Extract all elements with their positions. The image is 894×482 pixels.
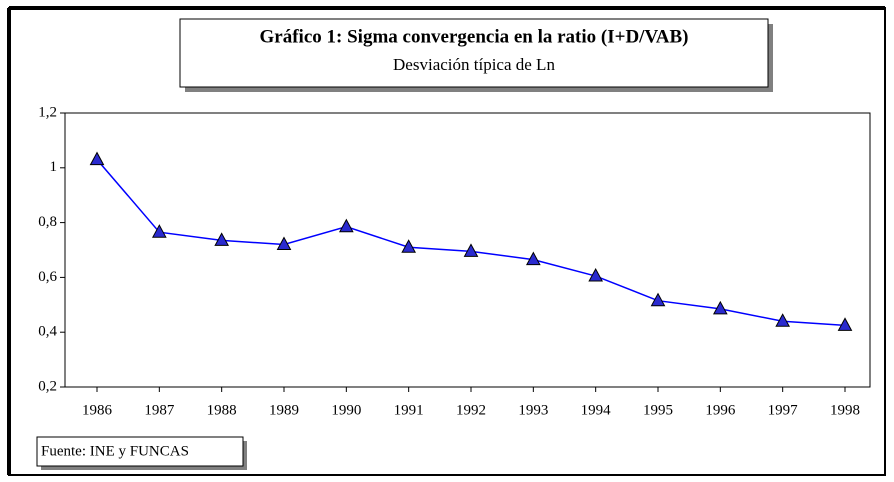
marker: [588, 267, 604, 282]
source: Fuente: INE y FUNCAS: [41, 443, 189, 459]
marker: [214, 232, 230, 246]
marker: [650, 292, 666, 307]
x-tick-label: 1986: [82, 402, 113, 418]
source-box: [36, 436, 244, 467]
marker: [338, 218, 354, 233]
marker: [775, 313, 791, 327]
marker: [89, 151, 105, 166]
marker: [525, 251, 541, 266]
x-tick-label: 1990: [331, 402, 361, 418]
x-tick-label: 1991: [394, 402, 424, 418]
x-tick-label: 1997: [768, 402, 799, 418]
plot-area: [64, 112, 871, 388]
y-tick-label: 1: [50, 159, 58, 175]
chart-subtitle: Desviación típica de Ln: [393, 55, 555, 74]
title-box: [179, 18, 769, 88]
marker: [463, 243, 479, 257]
y-tick-label: 0,4: [38, 324, 57, 340]
y-tick-label: 1,2: [38, 104, 57, 120]
marker: [837, 317, 853, 331]
x-tick-label: 1992: [456, 402, 486, 418]
marker: [276, 236, 292, 251]
x-tick-label: 1996: [705, 402, 736, 418]
x-tick-label: 1994: [581, 402, 612, 418]
x-tick-label: 1998: [830, 402, 860, 418]
x-tick-label: 1995: [643, 402, 673, 418]
marker: [151, 224, 167, 238]
x-tick-label: 1989: [269, 402, 299, 418]
x-tick-label: 1988: [207, 402, 237, 418]
y-tick-label: 0,2: [38, 378, 57, 394]
marker: [401, 239, 417, 253]
marker: [712, 300, 728, 315]
x-tick-label: 1987: [144, 402, 175, 418]
x-tick-label: 1993: [518, 402, 548, 418]
y-tick-label: 0,8: [38, 214, 57, 230]
chart-title: Gráfico 1: Sigma convergencia en la rati…: [260, 26, 689, 47]
y-tick-label: 0,6: [38, 269, 57, 285]
